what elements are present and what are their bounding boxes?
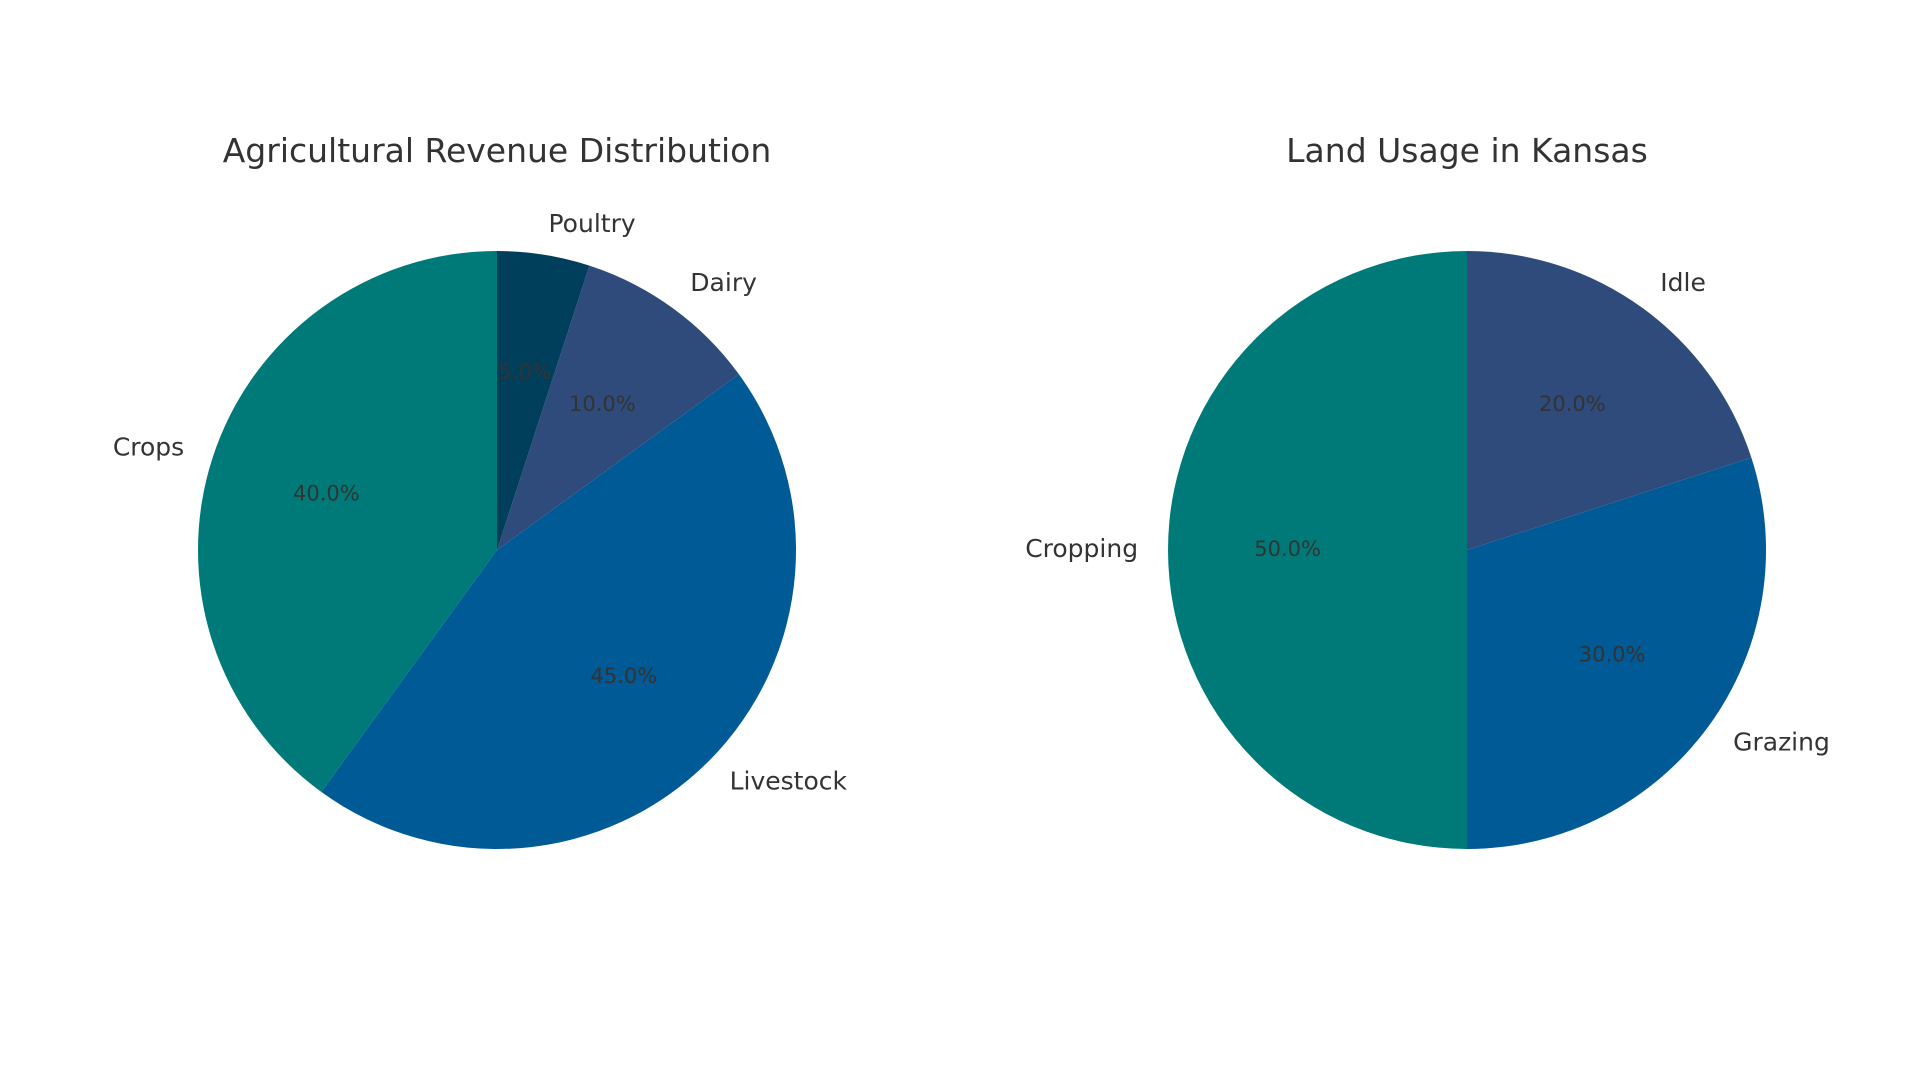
slice-label-livestock: Livestock bbox=[730, 767, 848, 796]
revenue-pie-chart: Agricultural Revenue Distribution Crops 4… bbox=[113, 131, 848, 850]
pie-slice-crops bbox=[197, 250, 498, 792]
pie-labels: Cropping 50.0% Grazing 30.0% Idle 20.0% bbox=[1025, 268, 1830, 756]
percent-label-dairy: 10.0% bbox=[569, 392, 636, 416]
land-usage-pie-chart: Land Usage in Kansas Cropping 50.0% Grazin… bbox=[1025, 131, 1830, 849]
slice-label-dairy: Dairy bbox=[690, 268, 757, 297]
pie-slice-dairy bbox=[497, 265, 739, 550]
pie-labels: Crops 40.0% Livestock 45.0% Dairy 10.0% Poultr… bbox=[113, 209, 848, 796]
slice-label-grazing: Grazing bbox=[1733, 727, 1830, 756]
pie-slice-livestock bbox=[321, 374, 797, 850]
percent-label-idle: 20.0% bbox=[1539, 392, 1606, 416]
chart-title: Land Usage in Kansas bbox=[1286, 131, 1648, 170]
slice-label-cropping: Cropping bbox=[1025, 534, 1138, 563]
percent-label-grazing: 30.0% bbox=[1579, 642, 1646, 666]
slice-label-crops: Crops bbox=[113, 432, 184, 461]
percent-label-crops: 40.0% bbox=[293, 482, 360, 506]
pie-slice-idle bbox=[1467, 251, 1752, 550]
pie-slices bbox=[197, 250, 797, 850]
pie-slice-grazing bbox=[1467, 457, 1767, 849]
pie-slice-cropping bbox=[1168, 251, 1467, 849]
slice-label-poultry: Poultry bbox=[549, 209, 636, 238]
percent-label-poultry: 5.0% bbox=[498, 360, 551, 384]
chart-title: Agricultural Revenue Distribution bbox=[223, 131, 772, 170]
percent-label-livestock: 45.0% bbox=[591, 664, 658, 688]
pie-slice-poultry bbox=[497, 251, 590, 550]
percent-label-cropping: 50.0% bbox=[1254, 537, 1321, 561]
slice-label-idle: Idle bbox=[1660, 268, 1706, 297]
pie-slices bbox=[1168, 251, 1767, 849]
